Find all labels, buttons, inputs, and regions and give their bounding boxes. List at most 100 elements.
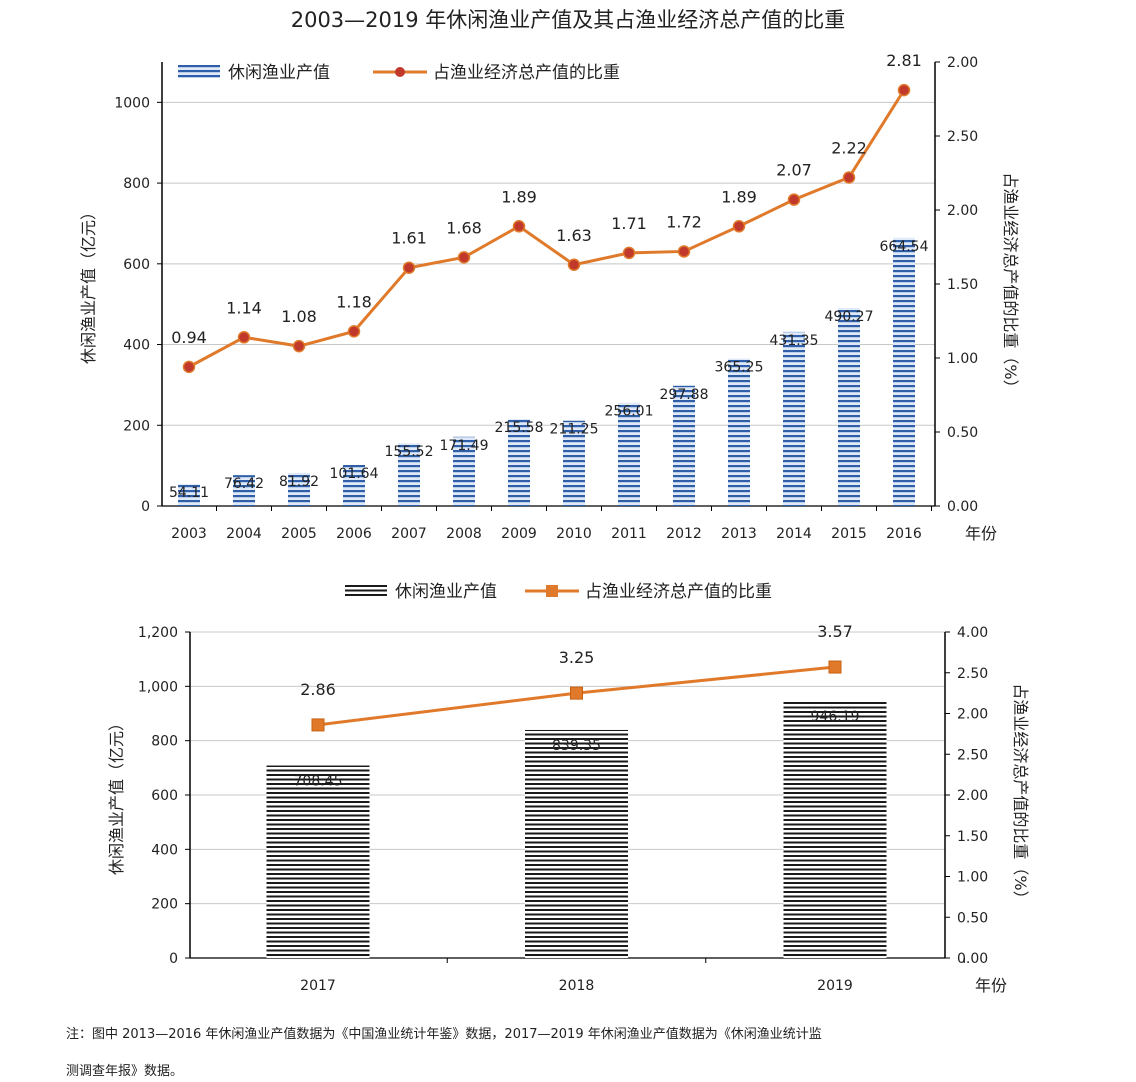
chart1-line-series xyxy=(188,89,906,369)
chart2-right-tick-label: 1.00 xyxy=(957,870,988,886)
chart2-bar xyxy=(525,729,628,958)
chart1-x-tick-label: 2016 xyxy=(886,526,922,542)
chart1-right-tick-label: 2.00 xyxy=(947,55,978,71)
chart2-y-axis-title: 休闲渔业产值（亿元） xyxy=(107,715,126,875)
chart2-legend-bar-label: 休闲渔业产值 xyxy=(395,582,497,602)
chart1-y2-axis-title: 占渔业经济总产值的比重（%） xyxy=(1001,172,1020,395)
chart2-line-point xyxy=(570,686,583,700)
chart1-x-tick-label: 2003 xyxy=(171,526,207,542)
chart1-right-tick-label: 0.50 xyxy=(947,425,978,441)
chart1-left-tick-label: 400 xyxy=(123,338,150,354)
chart1-x-tick-label: 2009 xyxy=(501,526,537,542)
chart1-line-point xyxy=(787,193,801,206)
chart2-line-data-label: 2.86 xyxy=(300,680,336,699)
chart1-line-data-label: 1.18 xyxy=(336,292,372,311)
chart2-line-point xyxy=(311,718,325,732)
chart1-right-tick-label: 0.00 xyxy=(947,499,978,515)
chart1-bar xyxy=(398,443,420,506)
chart2-legend-marker xyxy=(546,585,558,597)
chart1-x-tick-label: 2011 xyxy=(611,526,647,542)
chart1-x-tick-label: 2004 xyxy=(226,526,262,542)
chart1-line-point xyxy=(622,246,636,260)
chart1-x-tick-label: 2010 xyxy=(556,526,592,542)
chart1-line-point xyxy=(842,171,856,184)
chart1-line-point xyxy=(677,245,691,258)
chart1-x-tick-label: 2006 xyxy=(336,526,372,542)
chart1-line-point xyxy=(567,258,581,272)
chart1-line-data-label: 2.22 xyxy=(831,138,867,157)
chart2-legend-bar-swatch xyxy=(345,584,387,597)
chart1-bar-data-label: 76.42 xyxy=(224,476,264,492)
chart1-line-point xyxy=(897,83,911,97)
chart1-line-data-label: 1.89 xyxy=(501,187,537,206)
chart2-line-point xyxy=(828,660,842,674)
chart2-left-tick-label: 400 xyxy=(151,842,178,858)
chart2-bar xyxy=(783,700,887,958)
chart1-bar-data-label: 171.49 xyxy=(440,438,489,454)
chart2-line-data-label: 3.57 xyxy=(817,622,853,641)
chart1-line-data-label: 1.71 xyxy=(611,214,647,233)
chart1-bar-data-label: 365.25 xyxy=(715,360,764,376)
chart1-left-tick-label: 600 xyxy=(123,257,150,273)
chart2-right-tick-label: 0.50 xyxy=(957,910,988,926)
chart1-bar-data-label: 256.01 xyxy=(605,404,654,420)
chart1-right-tick-label: 2.50 xyxy=(947,129,978,145)
chart1-line-data-label: 1.61 xyxy=(391,229,427,248)
chart1-bar xyxy=(343,464,365,506)
chart1-bar-data-label: 431.35 xyxy=(770,333,819,349)
chart2-x-tick-label: 2018 xyxy=(559,978,595,994)
chart-title: 2003—2019 年休闲渔业产值及其占渔业经济总产值的比重 xyxy=(291,8,846,32)
chart1-bar xyxy=(508,418,530,506)
chart2-right-tick-label: 0.00 xyxy=(957,951,988,967)
chart1-right-tick-label: 1.00 xyxy=(947,351,978,367)
chart2-x-tick-label: 2017 xyxy=(300,978,336,994)
chart1-right-tick-label: 1.50 xyxy=(947,277,978,293)
chart1-line-data-label: 1.68 xyxy=(446,218,482,237)
chart1-y-axis-title: 休闲渔业产值（亿元） xyxy=(79,204,98,364)
footnote-line-1: 注：图中 2013—2016 年休闲渔业产值数据为《中国渔业统计年鉴》数据，20… xyxy=(66,1027,822,1042)
chart1-line-data-label: 1.89 xyxy=(721,187,757,206)
chart1-bar xyxy=(783,331,805,506)
chart1-bar-data-label: 54.11 xyxy=(169,485,209,501)
chart1-bar xyxy=(233,475,255,506)
chart2-right-tick-label: 1.50 xyxy=(957,829,988,845)
chart1-left-tick-label: 0 xyxy=(141,499,150,515)
chart1-legend-bar-label: 休闲渔业产值 xyxy=(228,63,330,83)
chart1-line-point xyxy=(457,251,471,264)
chart2-left-tick-label: 0 xyxy=(169,951,178,967)
chart2-left-tick-label: 600 xyxy=(151,788,178,804)
chart1-x-tick-label: 2015 xyxy=(831,526,867,542)
chart1-bar xyxy=(728,358,750,506)
chart1-line-data-label: 0.94 xyxy=(171,328,207,347)
chart1-bar-data-label: 155.52 xyxy=(385,444,434,460)
chart1-line-data-label: 2.07 xyxy=(776,161,812,180)
chart2-right-tick-label: 2.00 xyxy=(957,788,988,804)
chart2-left-tick-label: 800 xyxy=(151,734,178,750)
chart1-left-tick-label: 1000 xyxy=(114,95,150,111)
chart1-x-tick-label: 2012 xyxy=(666,526,702,542)
chart1-x-tick-label: 2013 xyxy=(721,526,757,542)
chart1-bar-data-label: 664.54 xyxy=(880,239,929,255)
chart2-y2-axis-title: 占渔业经济总产值的比重（%） xyxy=(1011,683,1030,906)
chart1-left-tick-label: 800 xyxy=(123,176,150,192)
chart2-right-tick-label: 2.00 xyxy=(957,707,988,723)
chart2-left-tick-label: 200 xyxy=(151,897,178,913)
chart1-line-data-label: 1.08 xyxy=(281,307,317,326)
chart1-bar-data-label: 297.88 xyxy=(660,387,709,403)
chart1-bar xyxy=(288,472,310,506)
chart1-legend-bar-swatch xyxy=(178,65,220,78)
chart1-bar xyxy=(453,436,475,506)
chart1-legend-line-label: 占渔业经济总产值的比重 xyxy=(433,63,620,83)
chart1-bar xyxy=(893,237,915,506)
chart2-x-tick-label: 2019 xyxy=(817,978,853,994)
chart2-bar-data-label: 708.45 xyxy=(294,774,343,790)
chart1-x-tick-label: 2005 xyxy=(281,526,317,542)
chart1-bar xyxy=(673,385,695,506)
chart1-right-tick-label: 2.00 xyxy=(947,203,978,219)
chart2-legend-line-label: 占渔业经济总产值的比重 xyxy=(585,582,772,602)
chart1-bar xyxy=(563,420,585,506)
chart1-x-axis-title: 年份 xyxy=(965,524,997,543)
chart2-bar-data-label: 839.35 xyxy=(552,738,601,754)
